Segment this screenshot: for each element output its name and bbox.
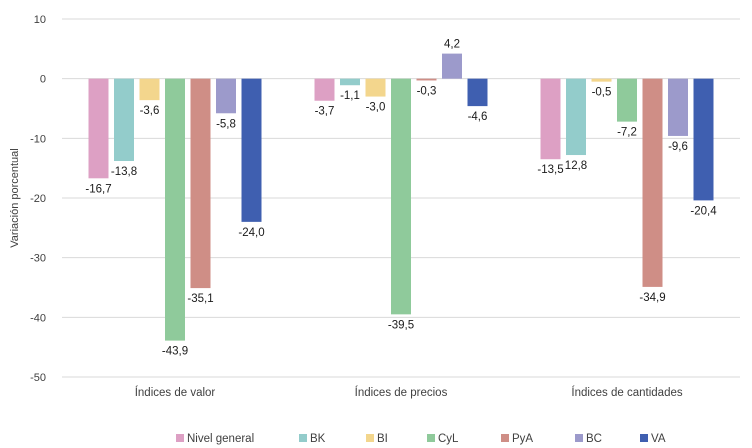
bar <box>139 78 160 101</box>
bar <box>617 78 637 122</box>
category-label: Índices de cantidades <box>571 386 682 399</box>
legend-entry: BI <box>377 433 388 445</box>
y-tick-label: -50 <box>30 372 46 384</box>
bar <box>340 78 360 86</box>
bar <box>88 78 109 179</box>
legend-swatch <box>299 434 307 442</box>
legend-swatch <box>176 434 184 442</box>
legend-entry: PyA <box>512 433 533 445</box>
y-tick-label: -10 <box>30 133 46 145</box>
data-label: -5,8 <box>216 118 236 130</box>
data-label: -3,0 <box>366 102 386 114</box>
data-label: -1,1 <box>340 90 360 102</box>
data-label: 4,2 <box>444 39 460 51</box>
legend-swatch <box>640 434 648 442</box>
bar <box>391 78 411 315</box>
bar <box>467 78 488 107</box>
bar <box>365 78 386 97</box>
bar <box>241 78 262 222</box>
legend-swatch <box>575 434 583 442</box>
y-tick-label: -40 <box>30 312 46 324</box>
legend-swatch <box>366 434 374 442</box>
data-label: -43,9 <box>162 346 188 358</box>
bar <box>216 78 236 114</box>
legend-entry: CyL <box>438 433 459 445</box>
bar <box>668 78 688 136</box>
legend-entry: VA <box>651 433 666 445</box>
legend: Nivel general BK BI CyL PyA BC VA <box>176 433 666 445</box>
bar <box>416 78 437 81</box>
category-labels: Índices de valor Índices de precios Índice… <box>135 386 683 399</box>
data-label: -0,3 <box>417 85 437 97</box>
data-label: -13,8 <box>111 166 137 178</box>
bar <box>642 78 663 287</box>
data-label: -3,6 <box>140 105 160 117</box>
category-label: Índices de precios <box>355 386 448 399</box>
data-label: -4,6 <box>468 111 488 123</box>
bars <box>88 53 714 341</box>
y-tick-label: 10 <box>34 14 46 26</box>
bar <box>314 78 335 101</box>
bar <box>442 53 462 79</box>
bar <box>190 78 211 289</box>
data-label: -39,5 <box>388 319 414 331</box>
data-label: -20,4 <box>690 205 717 217</box>
category-label: Índices de valor <box>135 386 216 399</box>
bar <box>591 78 612 82</box>
legend-entry: BC <box>586 433 602 445</box>
data-label: -35,1 <box>187 293 213 305</box>
bar <box>540 78 561 160</box>
data-label: -9,6 <box>668 141 688 153</box>
bar <box>114 78 134 162</box>
legend-swatch <box>427 434 435 442</box>
data-label: -3,7 <box>315 106 335 118</box>
y-axis-ticks: 10 0 -10 -20 -30 -40 -50 <box>30 14 46 384</box>
y-tick-label: -20 <box>30 193 46 205</box>
data-label: -16,7 <box>85 183 111 195</box>
data-label: -24,0 <box>238 227 264 239</box>
y-axis-title: Variación porcentual <box>9 148 21 247</box>
legend-entry: BK <box>310 433 326 445</box>
bar <box>566 78 586 156</box>
bar <box>693 78 714 201</box>
data-label: 12,8 <box>565 160 587 172</box>
data-labels: -16,7-13,8 -3,6 -43,9 -35,1 -5,8 -24,0 -3,7 -1,… <box>85 39 717 358</box>
data-label: -13,5 <box>537 164 563 176</box>
data-label: -34,9 <box>639 292 665 304</box>
legend-entry: Nivel general <box>187 433 254 445</box>
y-tick-label: -30 <box>30 253 46 265</box>
data-label: -7,2 <box>617 127 637 139</box>
data-label: -0,5 <box>592 87 612 99</box>
y-tick-label: 0 <box>40 74 46 86</box>
bar <box>165 78 185 341</box>
legend-swatch <box>501 434 509 442</box>
